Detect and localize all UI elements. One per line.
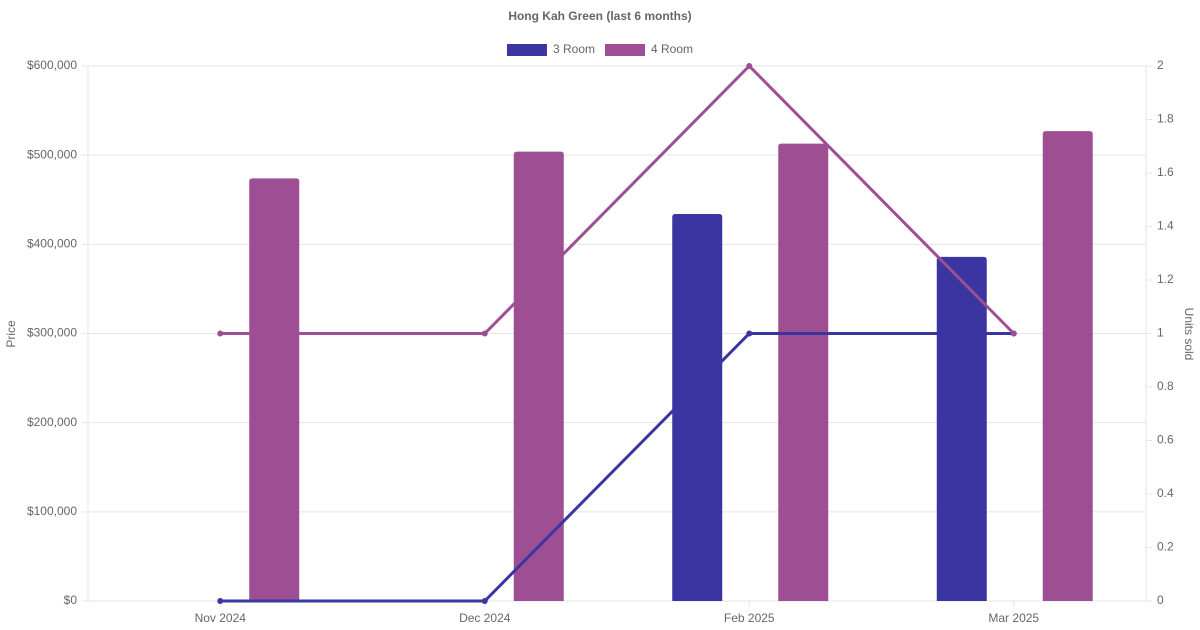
y-tick-label: $0 xyxy=(64,593,78,607)
legend-label: 3 Room xyxy=(553,42,595,56)
point xyxy=(481,598,488,604)
point xyxy=(481,330,488,337)
y-tick-label: $300,000 xyxy=(27,326,77,340)
bar xyxy=(672,214,723,601)
x-tick-label: Mar 2025 xyxy=(988,611,1039,625)
y-tick-label: $100,000 xyxy=(27,504,77,518)
y2-tick-label: 2 xyxy=(1157,58,1164,72)
bar xyxy=(1042,131,1093,601)
y-axis-title: Price xyxy=(4,320,18,348)
y-tick-label: $600,000 xyxy=(27,58,77,72)
line xyxy=(220,63,1015,335)
y2-tick-label: 1 xyxy=(1157,326,1164,340)
chart-title: Hong Kah Green (last 6 months) xyxy=(508,9,691,23)
y2-tick-label: 0.4 xyxy=(1157,486,1174,500)
y2-tick-label: 1.2 xyxy=(1157,272,1174,286)
legend-swatch xyxy=(605,44,645,56)
line xyxy=(220,332,1014,603)
y2-tick-label: 1.4 xyxy=(1157,219,1174,233)
y2-tick-label: 0.2 xyxy=(1157,540,1174,554)
bar xyxy=(778,143,829,601)
point xyxy=(746,330,753,337)
y2-tick-label: 1.6 xyxy=(1157,165,1174,179)
bar xyxy=(513,151,564,601)
bar xyxy=(249,178,300,601)
y2-tick-label: 0.8 xyxy=(1157,379,1174,393)
y-tick-label: $200,000 xyxy=(27,415,77,429)
legend-label: 4 Room xyxy=(651,42,693,56)
point xyxy=(746,63,753,69)
y2-tick-label: 0 xyxy=(1157,593,1164,607)
y2-tick-label: 0.6 xyxy=(1157,433,1174,447)
x-tick-label: Nov 2024 xyxy=(195,611,247,625)
bar xyxy=(936,256,987,601)
y-tick-label: $500,000 xyxy=(27,147,77,161)
legend-swatch xyxy=(506,44,547,56)
y2-axis-title: Units sold xyxy=(1182,308,1196,361)
point xyxy=(217,598,224,604)
point xyxy=(217,330,224,337)
x-tick-label: Feb 2025 xyxy=(724,611,775,625)
y-tick-label: $400,000 xyxy=(27,237,77,251)
point xyxy=(1010,330,1017,337)
x-tick-label: Dec 2024 xyxy=(459,611,511,625)
y2-tick-label: 1.8 xyxy=(1157,112,1174,126)
